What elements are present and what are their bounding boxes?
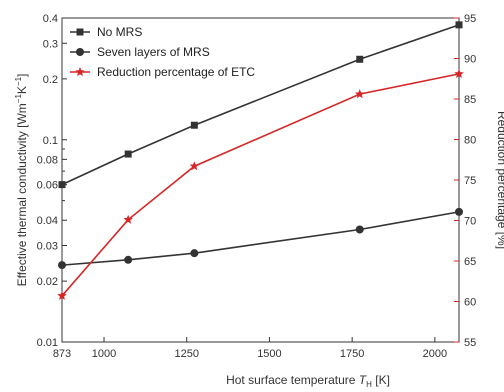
- data-point: [189, 161, 200, 171]
- series-0: [58, 21, 463, 189]
- data-point: [190, 121, 198, 129]
- legend: No MRS Seven layers of MRS Reduction perce…: [70, 25, 255, 79]
- series-layer: [57, 21, 464, 300]
- right-axis-label: Reduction percentage [%]: [495, 111, 504, 249]
- right-tick-label: 85: [464, 94, 476, 106]
- series-line: [61, 73, 460, 297]
- data-point: [455, 207, 463, 216]
- data-point: [455, 21, 463, 29]
- data-point: [354, 89, 365, 99]
- x-tick-label: 1000: [92, 348, 116, 360]
- legend-label: Reduction percentage of ETC: [97, 65, 255, 79]
- left-tick-label: 0.06: [37, 180, 58, 192]
- x-tick-label: 1750: [340, 348, 364, 360]
- x-tick-label: 2000: [423, 348, 447, 360]
- right-tick-label: 60: [464, 297, 476, 309]
- left-tick-label: 0.2: [43, 74, 58, 86]
- left-axis-ticks: 0.01 0.02 0.03 0.04 0.06 0.08 0.1 0.2 0.3 0.4: [37, 13, 67, 349]
- legend-item: Reduction percentage of ETC: [70, 65, 255, 79]
- x-tick-label: 1500: [257, 348, 281, 360]
- right-tick-label: 55: [464, 337, 476, 349]
- right-tick-label: 70: [464, 216, 476, 228]
- legend-marker: [76, 48, 84, 56]
- data-point: [58, 181, 66, 189]
- data-point: [57, 290, 67, 300]
- data-point: [124, 150, 132, 158]
- right-axis-ticks: 55 60 65 70 75 80 85 90 95: [454, 13, 476, 349]
- right-tick-label: 65: [464, 256, 476, 268]
- left-axis-label: Effective thermal conductivity [Wm−1K−1]: [14, 74, 29, 287]
- right-tick-label: 90: [464, 54, 476, 66]
- x-axis-ticks: 873 1000 1250 1500 1750 2000: [53, 337, 447, 360]
- right-tick-label: 75: [464, 175, 476, 187]
- data-point: [454, 68, 464, 78]
- legend-label: Seven layers of MRS: [97, 45, 210, 59]
- left-tick-label: 0.08: [37, 154, 58, 166]
- series-1: [58, 207, 463, 270]
- left-tick-label: 0.1: [43, 135, 58, 147]
- legend-item: Seven layers of MRS: [70, 45, 210, 59]
- left-tick-label: 0.4: [43, 13, 58, 25]
- legend-item: No MRS: [70, 25, 142, 39]
- legend-marker: [76, 28, 84, 36]
- data-point: [123, 214, 133, 224]
- data-point: [58, 261, 66, 270]
- data-point: [356, 55, 364, 63]
- left-tick-label: 0.01: [37, 337, 58, 349]
- legend-marker: [75, 67, 85, 77]
- x-tick-label: 873: [53, 348, 71, 360]
- x-axis-label: Hot surface temperature TH [K]: [226, 373, 390, 389]
- left-tick-label: 0.02: [37, 276, 58, 288]
- data-point: [355, 225, 364, 234]
- right-tick-label: 80: [464, 135, 476, 147]
- left-tick-label: 0.3: [43, 38, 58, 50]
- data-point: [124, 255, 133, 264]
- legend-label: No MRS: [97, 25, 142, 39]
- left-tick-label: 0.03: [37, 241, 58, 253]
- x-tick-label: 1250: [174, 348, 198, 360]
- left-tick-label: 0.04: [37, 215, 58, 227]
- right-tick-label: 95: [464, 13, 476, 25]
- series-2: [57, 68, 464, 300]
- data-point: [190, 249, 199, 258]
- series-line: [61, 211, 460, 266]
